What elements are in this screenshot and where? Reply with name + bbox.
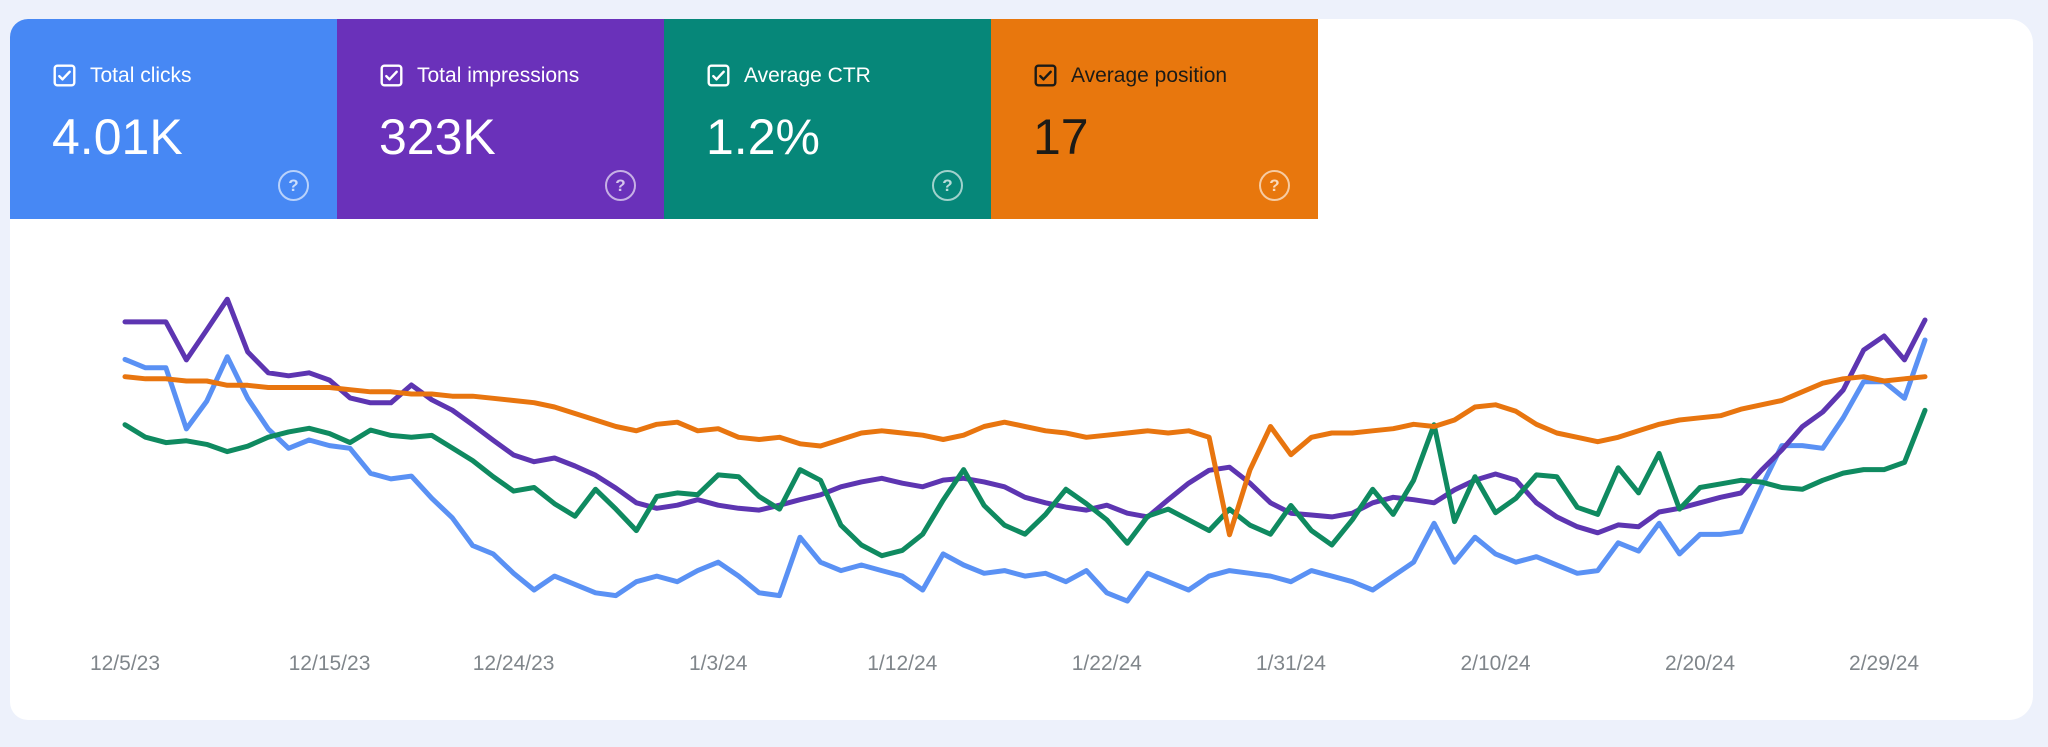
series-line-clicks xyxy=(122,337,1928,604)
x-axis-label: 12/15/23 xyxy=(289,652,371,675)
help-icon[interactable]: ? xyxy=(605,170,636,201)
metric-label: Total impressions xyxy=(417,64,580,87)
metric-value: 17 xyxy=(1033,109,1089,165)
checkbox-checked-icon[interactable] xyxy=(706,63,731,88)
card-header: Total clicks xyxy=(52,63,337,88)
series-line-impressions xyxy=(122,296,1928,536)
card-header: Total impressions xyxy=(379,63,664,88)
x-axis-label: 1/22/24 xyxy=(1072,652,1142,675)
x-axis-label: 12/5/23 xyxy=(90,652,160,675)
x-axis-label: 2/20/24 xyxy=(1665,652,1735,675)
metric-value: 4.01K xyxy=(52,109,183,165)
metric-value: 323K xyxy=(379,109,496,165)
metric-label: Total clicks xyxy=(90,64,192,87)
help-icon[interactable]: ? xyxy=(1259,170,1290,201)
checkbox-checked-icon[interactable] xyxy=(379,63,404,88)
series-line-position xyxy=(122,374,1928,538)
metric-cards-row: Total clicks 4.01K ? Total impressions 3… xyxy=(10,19,1318,219)
card-header: Average CTR xyxy=(706,63,991,88)
card-header: Average position xyxy=(1033,63,1318,88)
performance-panel: Total clicks 4.01K ? Total impressions 3… xyxy=(10,19,2033,720)
x-axis-label: 1/3/24 xyxy=(689,652,748,675)
x-axis-label: 12/24/23 xyxy=(473,652,555,675)
metric-label: Average CTR xyxy=(744,64,871,87)
metric-card-total-impressions[interactable]: Total impressions 323K ? xyxy=(337,19,664,219)
x-axis-label: 1/31/24 xyxy=(1256,652,1326,675)
help-icon[interactable]: ? xyxy=(278,170,309,201)
checkbox-checked-icon[interactable] xyxy=(1033,63,1058,88)
metric-label: Average position xyxy=(1071,64,1228,87)
metric-value: 1.2% xyxy=(706,109,820,165)
x-axis-label: 2/10/24 xyxy=(1460,652,1530,675)
help-icon[interactable]: ? xyxy=(932,170,963,201)
x-axis-label: 1/12/24 xyxy=(867,652,937,675)
x-axis-label: 2/29/24 xyxy=(1849,652,1919,675)
metric-card-total-clicks[interactable]: Total clicks 4.01K ? xyxy=(10,19,337,219)
checkbox-checked-icon[interactable] xyxy=(52,63,77,88)
metric-card-average-ctr[interactable]: Average CTR 1.2% ? xyxy=(664,19,991,219)
series-line-ctr xyxy=(122,407,1928,559)
metric-card-average-position[interactable]: Average position 17 ? xyxy=(991,19,1318,219)
